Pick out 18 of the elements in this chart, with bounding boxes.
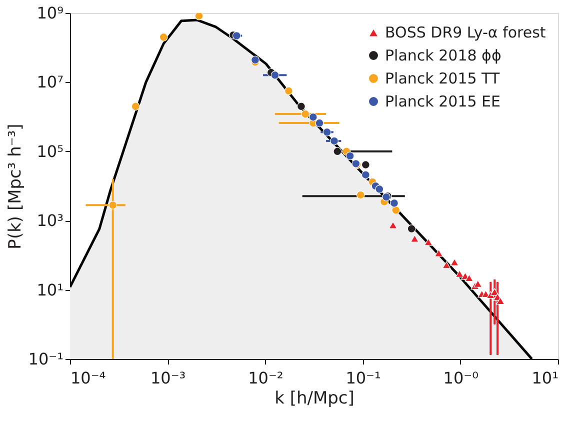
legend-label: BOSS DR9 Ly-α forest	[385, 24, 546, 42]
y-tick-label: 10⁹	[36, 4, 64, 22]
x-tick-label: 10⁻²	[248, 368, 284, 388]
legend-label: Planck 2015 EE	[385, 92, 501, 110]
x-tick-label: 10⁻³	[150, 368, 186, 388]
y-tick-label: 10³	[36, 211, 64, 230]
y-tick-label: 10¹	[36, 280, 64, 300]
y-axis-title: P(k) [Mpc³ h⁻³]	[5, 124, 26, 250]
x-tick-label: 10¹	[532, 368, 558, 388]
x-tick-label: 10⁻⁴	[70, 368, 106, 388]
legend-label: Planck 2015 TT	[385, 70, 500, 88]
x-axis-title: k [h/Mpc]	[274, 388, 354, 408]
x-tick-label: 10⁻⁰	[443, 368, 479, 388]
y-tick-label: 10⁻¹	[28, 350, 64, 368]
y-tick-label: 10⁵	[36, 142, 64, 161]
y-tick-label: 10⁷	[36, 72, 64, 92]
x-tick-label: 10⁻¹	[346, 368, 381, 388]
legend-label: Planck 2018 ϕϕ	[385, 46, 502, 64]
